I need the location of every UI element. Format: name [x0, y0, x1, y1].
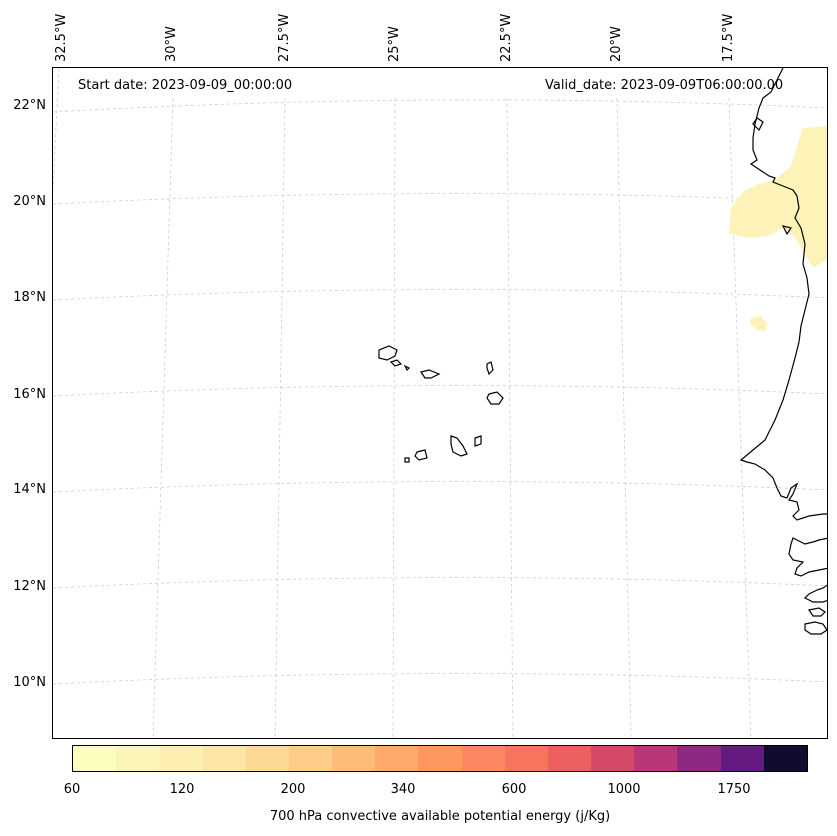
lon-label-27-5w: 27.5°W: [277, 13, 292, 62]
colorbar-tick: 60: [63, 782, 81, 797]
gridline-lon-30w: [152, 97, 174, 738]
lon-label-20w: 20°W: [609, 26, 624, 62]
colorbar: [72, 745, 808, 772]
coastline-island-north: [752, 117, 764, 132]
colorbar-tick: 600: [501, 782, 527, 797]
colorbar-segment: [202, 746, 246, 771]
lat-label-16n: 16°N: [13, 387, 46, 402]
valid-date-label: Valid_date: 2023-09-09T06:00:00.00: [545, 78, 784, 93]
gridline-lon-32-5w: [53, 68, 60, 189]
island-santo-antao: [378, 345, 398, 361]
island-brava: [404, 457, 410, 463]
colorbar-segment: [245, 746, 289, 771]
colorbar-segment: [720, 746, 764, 771]
colorbar-tick: 1000: [607, 782, 641, 797]
gridline-lat-12n: [53, 577, 827, 589]
lat-label-18n: 18°N: [13, 290, 46, 305]
gridline-lon-27-5w: [274, 97, 286, 738]
map-canvas: [53, 68, 827, 738]
gridline-lat-20n: [53, 193, 827, 205]
island-sal: [486, 361, 494, 376]
cape-area-mauritania: [729, 126, 827, 268]
island-maio: [474, 435, 482, 447]
colorbar-tick: 200: [280, 782, 306, 797]
colorbar-segment: [677, 746, 721, 771]
coastline-islands-south: [804, 607, 827, 635]
colorbar-segment: [288, 746, 333, 771]
coastlines: [739, 68, 827, 635]
lat-label-14n: 14°N: [13, 482, 46, 497]
lat-label-20n: 20°N: [13, 194, 46, 209]
cape-area-small: [750, 316, 767, 332]
colorbar-segment: [504, 746, 548, 771]
gridline-lat-16n: [53, 385, 827, 397]
colorbar-segment: [763, 746, 807, 771]
colorbar-title: 700 hPa convective available potential e…: [269, 809, 611, 824]
colorbar-segment: [634, 746, 678, 771]
lon-label-30w: 30°W: [164, 26, 179, 62]
gridline-lon-17-5w: [728, 97, 752, 738]
island-fogo: [414, 449, 428, 461]
colorbar-segment: [591, 746, 635, 771]
lat-label-12n: 12°N: [13, 579, 46, 594]
colorbar-segment: [418, 746, 462, 771]
colorbar-segment: [461, 746, 505, 771]
map-panel[interactable]: [52, 67, 828, 739]
coastline-island-mid: [781, 225, 792, 236]
lat-label-10n: 10°N: [13, 675, 46, 690]
gridline-lat-10n: [53, 673, 827, 685]
island-santiago: [450, 435, 468, 457]
gridline-lat-22n: [53, 99, 827, 113]
colorbar-segment: [116, 746, 160, 771]
cape-field: [729, 126, 827, 332]
colorbar-tick: 120: [169, 782, 195, 797]
start-date-label: Start date: 2023-09-09_00:00:00: [78, 78, 293, 93]
colorbar-tick: 1750: [717, 782, 751, 797]
colorbar-segment: [375, 746, 419, 771]
colorbar-tick: 340: [390, 782, 416, 797]
lat-label-22n: 22°N: [13, 98, 46, 113]
lon-label-25w: 25°W: [387, 26, 402, 62]
lon-label-17-5w: 17.5°W: [721, 13, 736, 62]
island-boa-vista: [486, 391, 504, 405]
gridline-lat-14n: [53, 481, 827, 493]
coastline-africa: [739, 68, 827, 521]
coastline-guinea-bissau: [788, 537, 827, 577]
lon-label-22-5w: 22.5°W: [499, 13, 514, 62]
gridlines: [53, 68, 827, 738]
island-santa-luzia: [403, 364, 411, 372]
colorbar-segment: [73, 746, 117, 771]
coastline-guinea: [803, 584, 827, 603]
cape-verde-islands: [378, 345, 504, 463]
colorbar-segment: [547, 746, 592, 771]
gridline-lon-22-5w: [506, 97, 514, 738]
island-sao-nicolau: [420, 369, 441, 379]
colorbar-segment: [332, 746, 376, 771]
lon-label-32-5w: 32.5°W: [54, 13, 69, 62]
gridline-lon-20w: [616, 97, 632, 738]
colorbar-segment: [159, 746, 203, 771]
island-sao-vicente: [389, 359, 403, 367]
gridline-lat-18n: [53, 289, 827, 301]
gridline-lon-25w: [392, 97, 396, 738]
